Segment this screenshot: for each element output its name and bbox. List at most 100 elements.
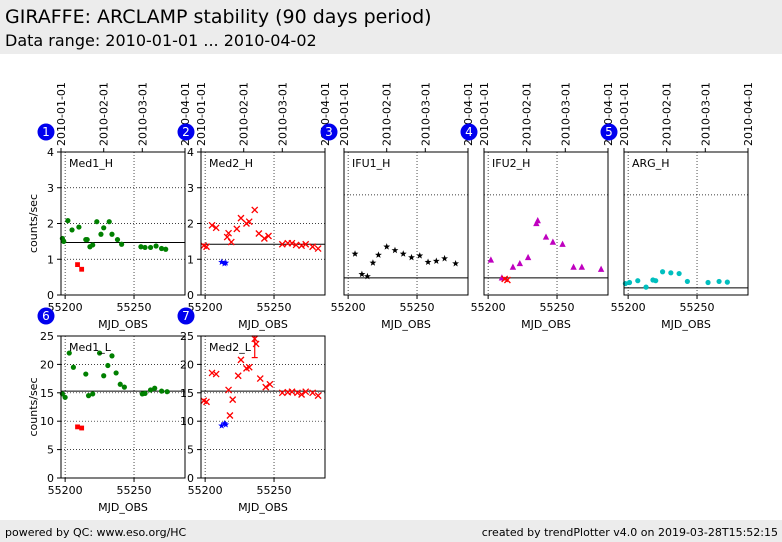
panel-5: 5 2010-01-01 2010-02-01 2010-03-01 2010-04-0… — [600, 82, 755, 331]
panel-1: 1 2010-01-01 2010-02-01 2010-03-01 2010-04-0… — [27, 82, 192, 331]
data-point — [245, 363, 253, 371]
data-point — [62, 394, 68, 400]
x-tick-label: 55250 — [257, 301, 292, 314]
data-point — [251, 206, 259, 214]
plot-area — [201, 336, 325, 478]
y-tick-label: 4 — [187, 146, 194, 159]
data-point — [90, 391, 96, 397]
data-point — [578, 263, 586, 270]
data-point — [487, 256, 495, 263]
plot-frame — [483, 151, 609, 296]
x-tick-label: 55250 — [117, 484, 152, 497]
y-tick-label: 20 — [40, 358, 54, 371]
data-point — [262, 383, 270, 391]
data-point — [226, 412, 234, 419]
panel-number-label: 2 — [182, 125, 190, 139]
data-point — [65, 218, 71, 224]
data-point — [298, 242, 306, 250]
data-point — [684, 278, 690, 285]
data-point — [298, 391, 306, 398]
y-tick-label: 4 — [47, 146, 54, 159]
data-point — [203, 243, 210, 251]
y-tick-label: 15 — [180, 387, 194, 400]
data-point — [256, 375, 264, 383]
data-point — [75, 262, 80, 268]
top-date-tick-label: 2010-03-01 — [699, 82, 712, 146]
data-point — [266, 380, 274, 388]
data-point — [288, 239, 296, 247]
panel-3: 3 2010-01-01 2010-02-01 2010-03-01 2010-04-0… — [320, 82, 475, 331]
data-point — [252, 340, 260, 348]
data-point — [245, 218, 253, 226]
plot-area — [624, 152, 748, 295]
x-tick-label: 55200 — [331, 301, 366, 314]
plot-frame — [60, 335, 186, 479]
top-date-tick-label: 2010-04-01 — [742, 82, 755, 146]
top-date-tick-label: 2010-01-01 — [618, 82, 631, 146]
data-point — [85, 393, 92, 399]
data-point — [119, 241, 125, 247]
x-axis-label: MJD_OBS — [238, 501, 288, 514]
data-point — [75, 424, 80, 430]
data-point — [653, 278, 659, 284]
data-point — [94, 219, 100, 225]
x-axis-label: MJD_OBS — [381, 318, 431, 331]
y-tick-label: 0 — [47, 289, 54, 302]
footer-credit-link[interactable]: powered by QC: www.eso.org/HC — [5, 526, 187, 539]
data-point — [225, 229, 233, 237]
top-date-tick-label: 2010-03-01 — [136, 82, 149, 146]
data-point — [90, 242, 96, 248]
x-tick-label: 55200 — [48, 484, 83, 497]
data-point — [212, 370, 220, 378]
data-point — [153, 243, 159, 249]
data-point — [101, 373, 107, 379]
top-date-tick-label: 2010-01-01 — [195, 82, 208, 146]
data-point — [278, 389, 286, 397]
panel-number-badge — [37, 307, 55, 325]
y-tick-label: 1 — [47, 253, 54, 266]
data-point — [288, 388, 296, 396]
data-point — [101, 225, 107, 231]
x-tick-label: 55200 — [188, 301, 223, 314]
data-point — [117, 381, 123, 387]
y-axis-label: counts/sec — [27, 377, 40, 436]
footer-generator-info: created by trendPlotter v4.0 on 2019-03-… — [481, 526, 778, 539]
top-date-tick-label: 2010-03-01 — [559, 82, 572, 146]
panel-number-label: 7 — [182, 309, 190, 323]
x-tick-label: 55250 — [117, 301, 152, 314]
x-tick-label: 55250 — [540, 301, 575, 314]
data-point — [208, 369, 216, 377]
x-tick-label: 55200 — [611, 301, 646, 314]
panel-number-label: 5 — [605, 125, 613, 139]
data-point — [147, 244, 154, 251]
panel-6: 6 Med1_L 55200 55250 MJD_OBS 0 5 10 15 20 25 counts… — [27, 307, 186, 514]
data-point — [83, 371, 89, 377]
data-point — [105, 362, 111, 369]
data-point — [635, 278, 641, 284]
data-point — [164, 389, 170, 395]
panel-label: ARG_H — [632, 157, 669, 170]
data-point — [114, 236, 121, 243]
x-tick-label: 55250 — [680, 301, 715, 314]
top-date-tick-label: 2010-01-01 — [338, 82, 351, 146]
y-tick-label: 20 — [180, 358, 194, 371]
data-point — [142, 244, 148, 251]
data-point — [265, 232, 272, 240]
data-point — [358, 270, 366, 278]
data-point — [408, 253, 415, 261]
y-tick-label: 15 — [40, 387, 54, 400]
panel-number-badge — [600, 123, 618, 141]
panel-number-label: 3 — [325, 125, 333, 139]
data-point — [292, 241, 300, 249]
data-point — [233, 225, 241, 233]
data-point — [79, 266, 85, 272]
x-axis-label: MJD_OBS — [98, 501, 148, 514]
data-point — [109, 353, 115, 359]
data-point — [234, 372, 242, 380]
panel-number-label: 4 — [465, 125, 473, 139]
top-date-tick-label: 2010-02-01 — [238, 82, 251, 146]
plot-area — [484, 152, 608, 295]
data-point — [278, 240, 286, 248]
y-axis-label: counts/sec — [27, 194, 40, 253]
